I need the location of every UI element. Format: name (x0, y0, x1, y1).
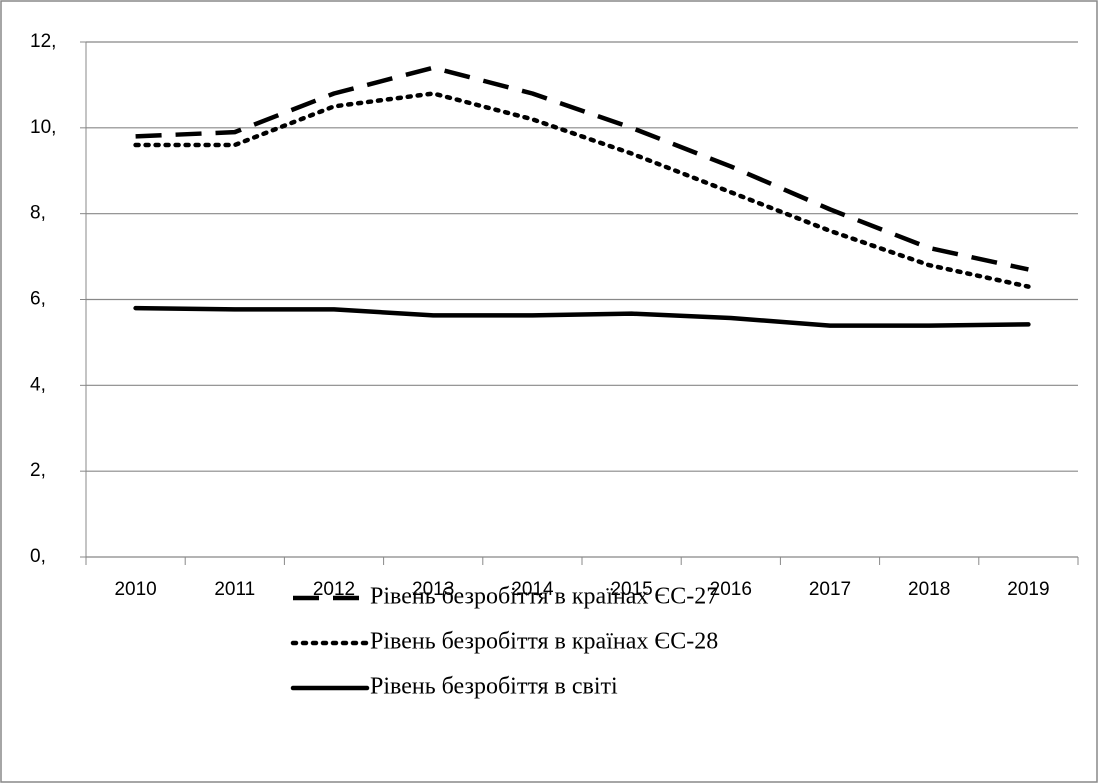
x-tick-label: 2017 (809, 579, 851, 600)
y-tick-label: 0, (30, 546, 46, 567)
legend-text: Рівень безробіття в країнах ЄС-28 (370, 629, 718, 655)
series-line (133, 305, 1031, 328)
y-tick-label: 4, (30, 374, 46, 395)
series-line (135, 65, 1029, 272)
x-tick-label: 2015 (610, 579, 652, 600)
legend-text: Рівень безробіття в країнах ЄС-27 (370, 584, 718, 610)
x-tick-label: 2011 (214, 579, 255, 600)
y-tick-label: 8, (30, 203, 46, 224)
y-tick-label: 2, (30, 460, 46, 481)
y-tick-label: 6, (30, 289, 46, 310)
y-tick-label: 10, (30, 117, 56, 138)
x-tick-label: 2010 (114, 579, 156, 600)
x-tick-label: 2014 (511, 579, 554, 600)
x-tick-label: 2013 (412, 579, 454, 600)
x-tick-label: 2018 (908, 579, 950, 600)
series-line (133, 91, 1031, 289)
x-tick-label: 2019 (1007, 579, 1049, 600)
y-tick-label: 12, (30, 31, 56, 52)
x-tick-label: 2012 (313, 579, 355, 600)
legend-text: Рівень безробіття в світі (370, 674, 618, 700)
x-tick-label: 2016 (710, 579, 752, 600)
